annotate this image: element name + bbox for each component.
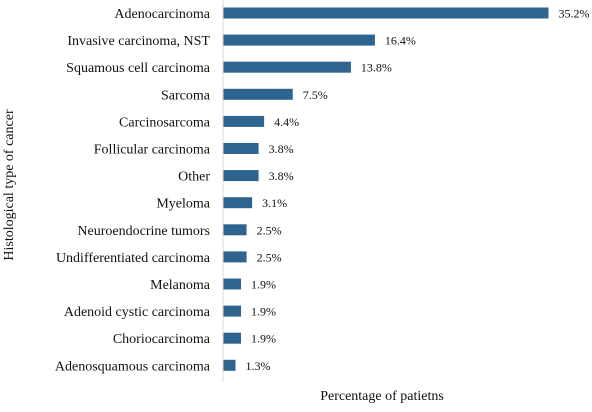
value-label-8: 3.1% — [262, 196, 287, 210]
bar-8 — [223, 197, 253, 209]
value-label-3: 13.8% — [361, 61, 392, 75]
category-label-3: Squamous cell carcinoma — [66, 61, 211, 76]
y-axis-title: Histological type of cancer — [2, 109, 17, 261]
value-label-2: 16.4% — [385, 34, 416, 48]
value-label-7: 3.8% — [269, 169, 294, 183]
value-label-5: 4.4% — [274, 115, 299, 129]
category-label-6: Follicular carcinoma — [94, 143, 211, 158]
value-label-6: 3.8% — [269, 142, 294, 156]
value-label-4: 7.5% — [303, 88, 328, 102]
bar-1 — [223, 7, 549, 19]
bar-7 — [223, 170, 259, 182]
bar-6 — [223, 143, 259, 154]
value-label-9: 2.5% — [257, 223, 282, 237]
category-label-1: Adenocarcinoma — [114, 7, 210, 22]
bar-3 — [223, 61, 351, 73]
bar-2 — [223, 34, 375, 46]
category-label-5: Carcinosarcoma — [119, 115, 211, 130]
bar-4 — [223, 88, 293, 100]
bar-12 — [223, 305, 242, 317]
value-label-14: 1.3% — [246, 359, 271, 373]
bar-5 — [223, 115, 265, 127]
bars-group — [223, 7, 549, 371]
category-label-4: Sarcoma — [161, 88, 211, 103]
bar-11 — [223, 278, 242, 290]
bar-9 — [223, 224, 247, 236]
x-axis-title: Percentage of patietns — [320, 389, 444, 404]
value-label-1: 35.2% — [559, 7, 590, 21]
category-label-2: Invasive carcinoma, NST — [67, 34, 210, 49]
category-label-7: Other — [178, 170, 210, 185]
value-label-13: 1.9% — [251, 332, 276, 346]
value-label-10: 2.5% — [257, 250, 282, 264]
category-label-8: Myeloma — [156, 197, 210, 212]
category-label-12: Adenoid cystic carcinoma — [64, 305, 211, 320]
category-label-11: Melanoma — [150, 278, 211, 293]
bar-14 — [223, 359, 236, 371]
category-label-14: Adenosquamous carcinoma — [55, 359, 211, 374]
value-label-12: 1.9% — [251, 305, 276, 319]
category-label-13: Choriocarcinoma — [113, 332, 211, 347]
category-label-9: Neuroendocrine tumors — [77, 224, 210, 239]
bar-10 — [223, 251, 247, 263]
category-label-10: Undifferentiated carcinoma — [56, 251, 211, 266]
bar-13 — [223, 332, 242, 344]
value-label-11: 1.9% — [251, 278, 276, 292]
value-labels-group: 35.2% 16.4% 13.8% 7.5% 4.4% 3.8% 3.8% 3.1% 2.5% 2… — [246, 7, 590, 373]
category-labels-group: Adenocarcinoma Invasive carcinoma, NST Squ… — [55, 7, 211, 374]
